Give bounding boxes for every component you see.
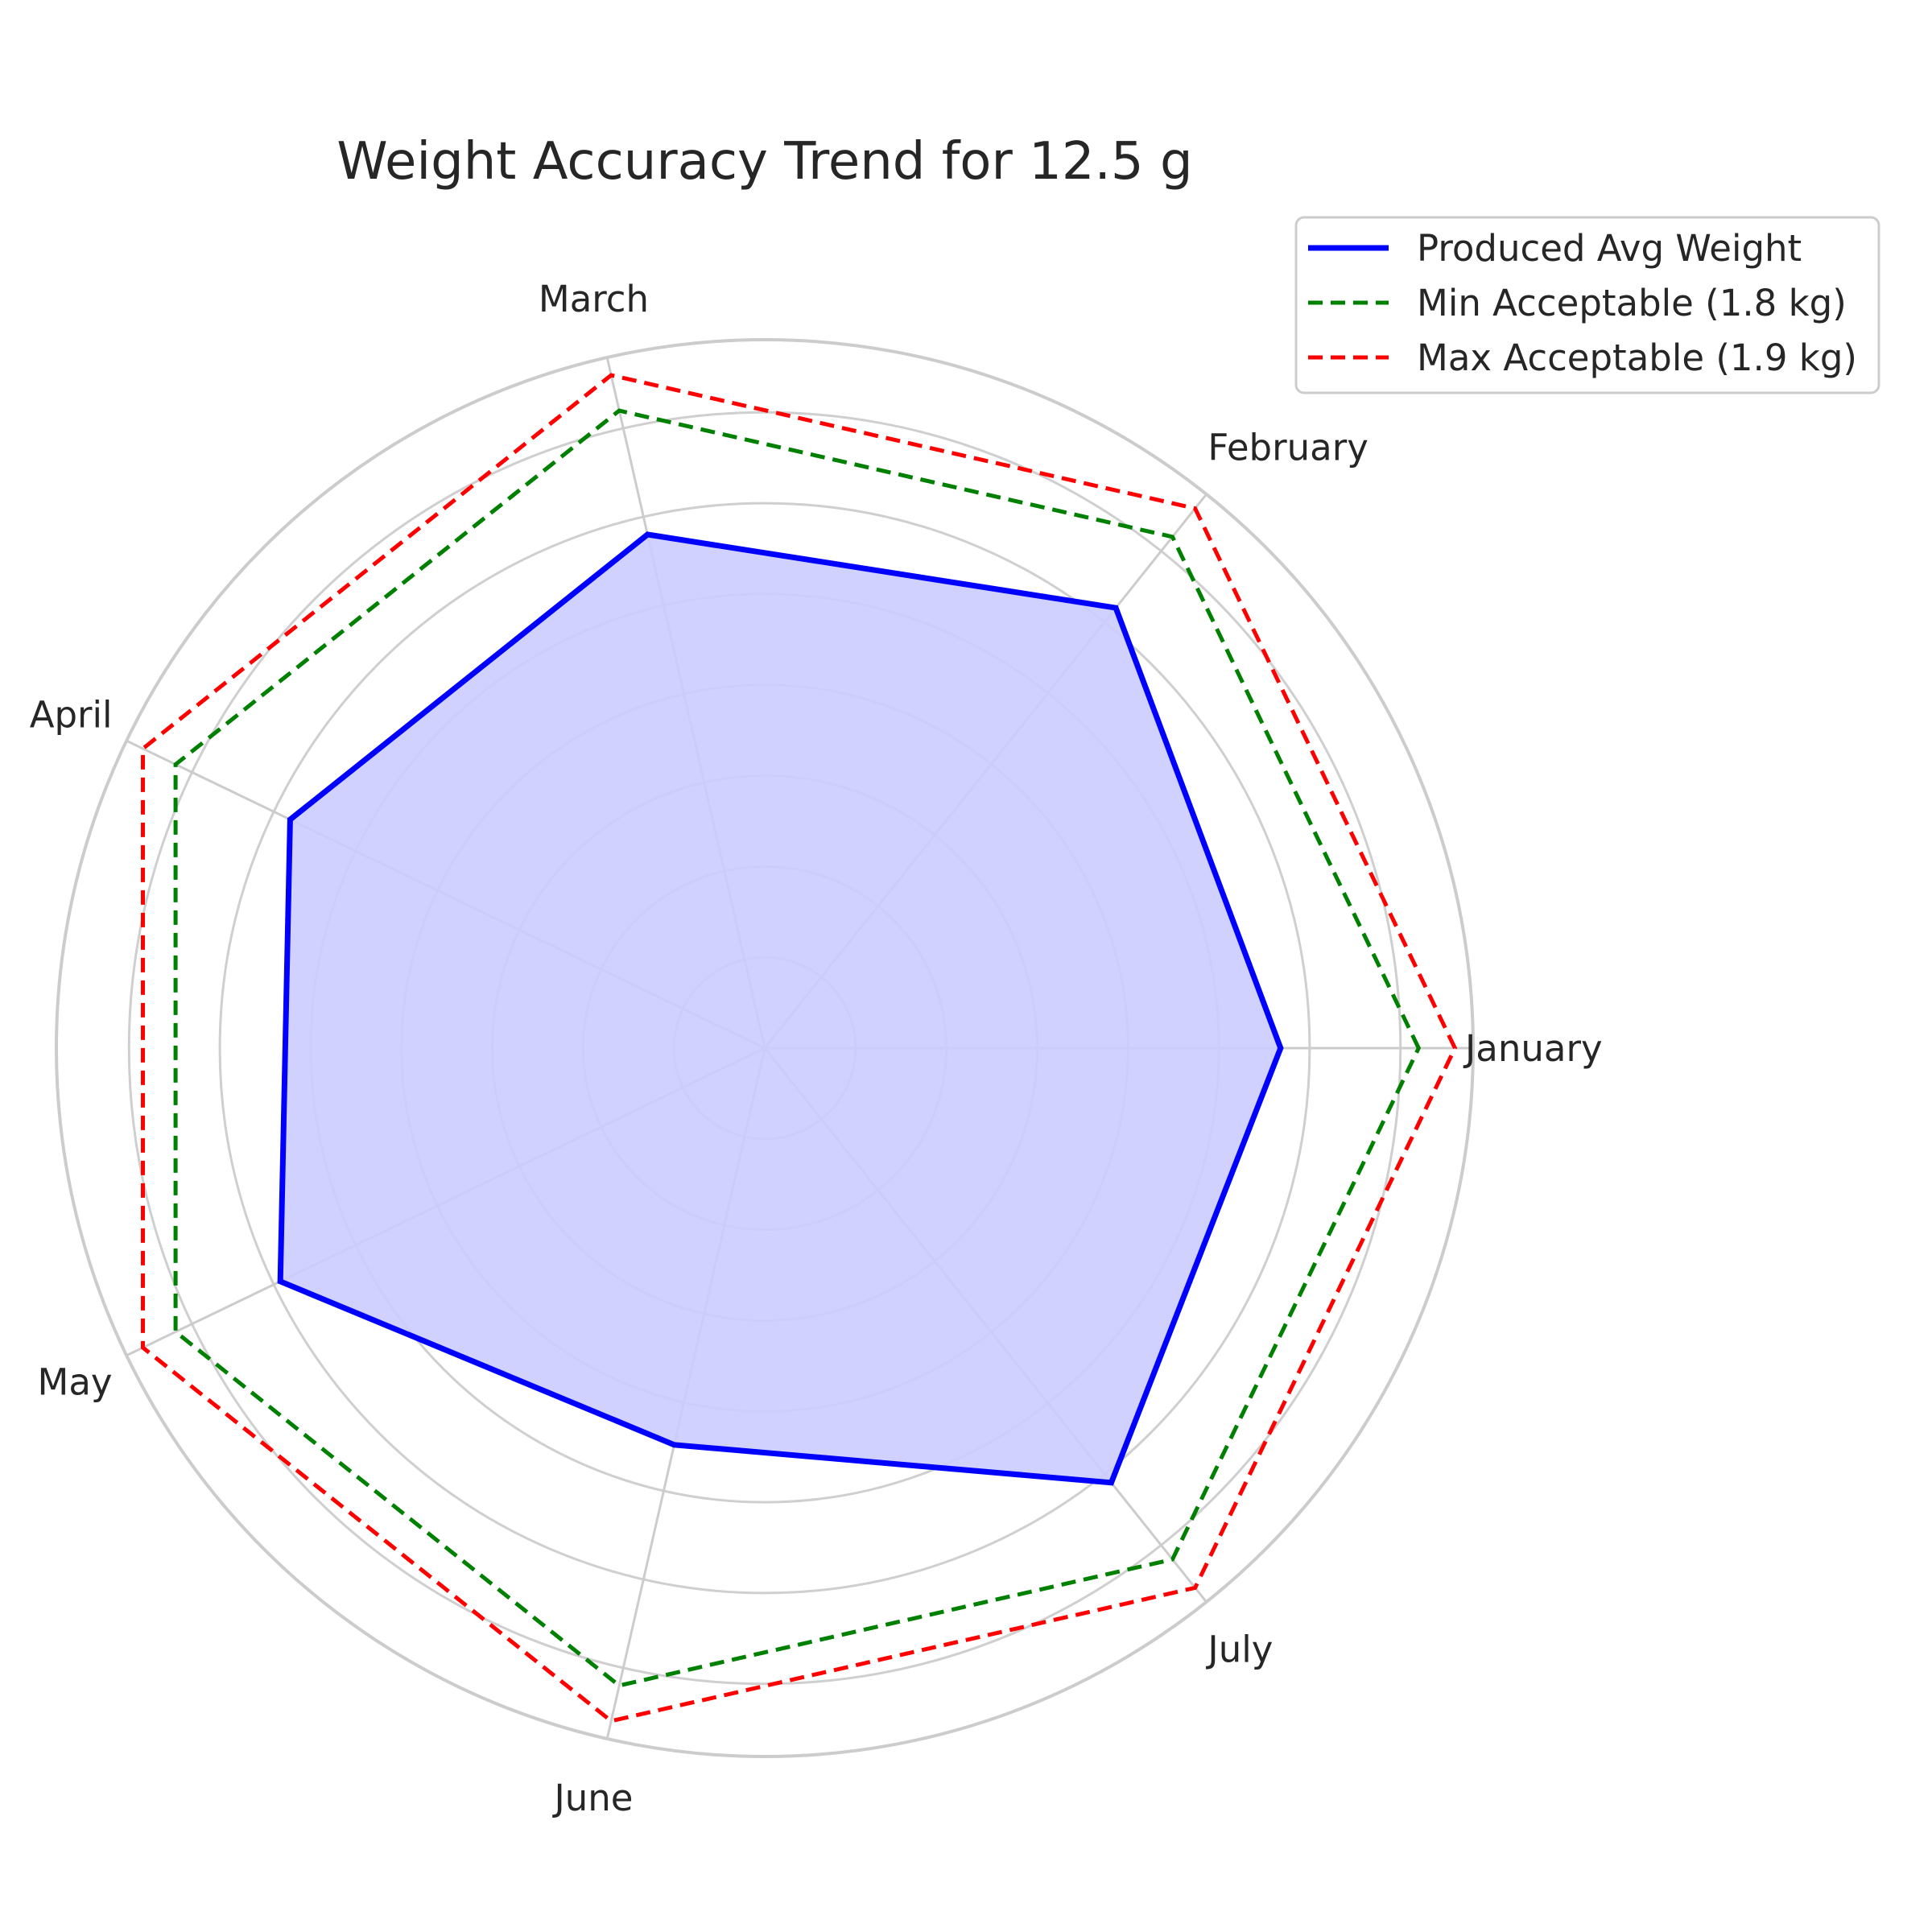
category-label: May <box>38 1360 113 1403</box>
chart-title: Weight Accuracy Trend for 12.5 g <box>336 132 1192 192</box>
legend-label: Min Acceptable (1.8 kg) <box>1417 282 1847 324</box>
category-label: June <box>551 1777 633 1819</box>
legend-label: Produced Avg Weight <box>1417 227 1802 270</box>
legend-frame <box>1294 216 1880 394</box>
category-label: January <box>1463 1027 1603 1070</box>
outer-ring <box>55 338 1475 1758</box>
legend-label: Max Acceptable (1.9 kg) <box>1417 336 1857 379</box>
series-line-2 <box>141 373 1458 1724</box>
category-label: February <box>1208 426 1368 469</box>
category-label: March <box>539 278 649 320</box>
category-label: April <box>30 694 113 737</box>
series-line-0 <box>277 531 1284 1486</box>
series-fill-0 <box>280 535 1281 1483</box>
category-label: July <box>1205 1629 1273 1671</box>
legend: Produced Avg Weight Min Acceptable (1.8 k… <box>1294 216 1880 394</box>
category-labels: January February March April May June July <box>30 278 1603 1819</box>
radar-series <box>141 373 1458 1724</box>
series-line-1 <box>173 408 1422 1688</box>
